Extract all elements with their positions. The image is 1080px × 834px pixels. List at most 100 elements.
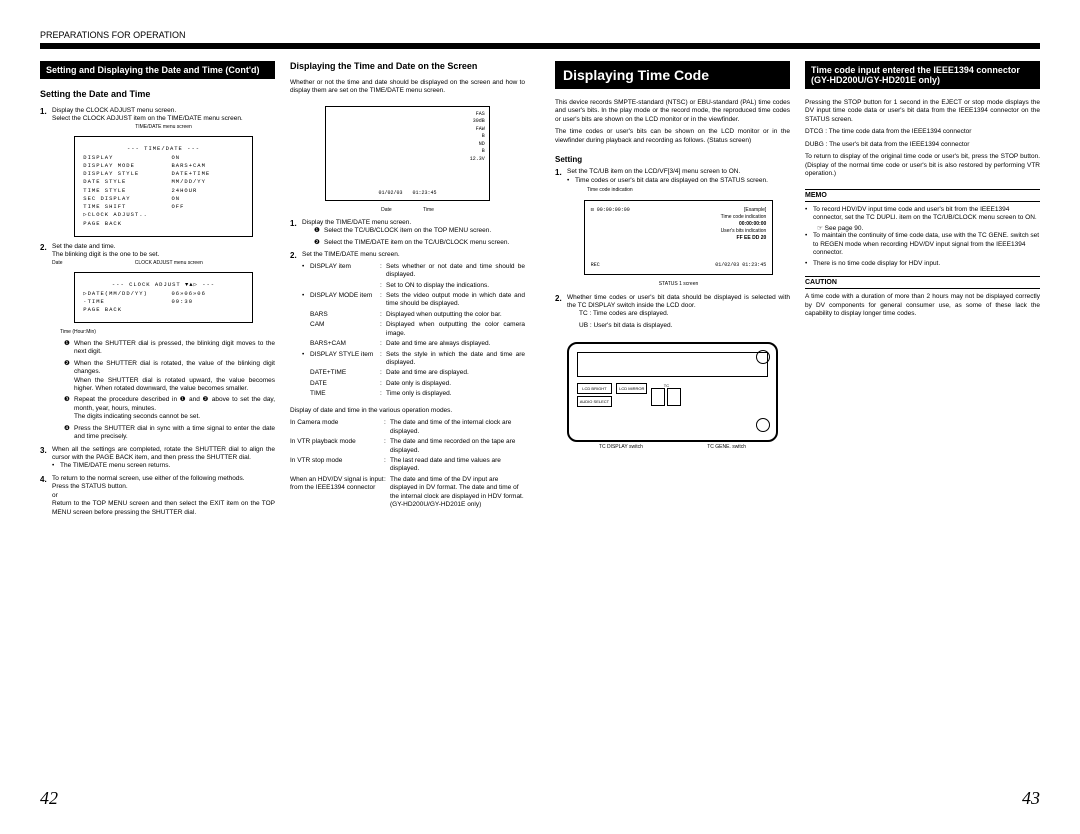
lcd-diagram: LCD BRIGHT AUDIO SELECT LCD MIRROR TC xyxy=(567,342,779,442)
memo-label: MEMO xyxy=(805,189,1040,202)
status-tc: ⊡ 00:00:00:00 xyxy=(591,207,630,242)
d3v: Displayed when outputting the color bar. xyxy=(380,311,525,319)
d2v: Sets the video output mode in which date… xyxy=(380,292,525,309)
d4v: Displayed when outputting the color came… xyxy=(380,321,525,338)
step1-text: Display the CLOCK ADJUST menu screen. xyxy=(52,107,176,114)
d8k: DATE xyxy=(302,380,380,388)
tc-step2: Whether time codes or user's bit data sh… xyxy=(555,294,790,331)
c2-step1: Display the TIME/DATE menu screen. ❶Sele… xyxy=(290,219,525,247)
lcd-controls: LCD BRIGHT AUDIO SELECT LCD MIRROR TC xyxy=(577,383,769,407)
memo-1: To record HDV/DV input time code and use… xyxy=(805,206,1040,223)
c2s1-text: Display the TIME/DATE menu screen. xyxy=(302,219,411,226)
tc-intro2: The time codes or user's bits can be sho… xyxy=(555,128,790,145)
d3k: BARS xyxy=(302,311,380,319)
m-r4k: TIME STYLE xyxy=(83,187,171,195)
status-ex: [Example] xyxy=(721,207,767,214)
m2v: The last read date and time values are d… xyxy=(384,457,525,474)
d8v: Date only is displayed. xyxy=(380,380,525,388)
left-col2: Displaying the Time and Date on the Scre… xyxy=(290,61,525,801)
d5k: BARS+CAM xyxy=(302,340,380,348)
tcs1b-text: Time codes or user's bit data are displa… xyxy=(567,177,790,185)
page-num-right: 43 xyxy=(1022,788,1040,809)
step3-text: When all the settings are completed, rot… xyxy=(52,446,275,461)
m-r1k: DISPLAY MODE xyxy=(83,162,171,170)
scr-nd: ND xyxy=(470,141,485,149)
ca-r2v: 09:30 xyxy=(172,298,244,306)
tc-row: TC : Time codes are displayed. xyxy=(567,310,790,318)
memo-2: To maintain the continuity of time code … xyxy=(805,232,1040,257)
m0k: In Camera mode xyxy=(290,419,384,436)
m-r0v: ON xyxy=(172,154,244,162)
step2b-text: The blinking digit is the one to be set. xyxy=(52,251,159,258)
lcd-arrows: TC DISPLAY switch TC GENE. switch xyxy=(567,444,779,450)
m1k: In VTR playback mode xyxy=(290,438,384,455)
m-r2v: DATE+TIME xyxy=(172,170,244,178)
status-ubv: FF EE DD 20 xyxy=(721,235,767,242)
d2k: DISPLAY MODE item xyxy=(302,292,380,309)
timedate-menu-title: TIME/DATE menu screen xyxy=(52,124,275,131)
setting-date-time-title: Setting the Date and Time xyxy=(40,89,275,99)
m2k: In VTR stop mode xyxy=(290,457,384,474)
ca-r3: PAGE BACK xyxy=(83,306,243,314)
status-ubi: User's bits indication xyxy=(721,228,767,235)
step3b-text: The TIME/DATE menu screen returns. xyxy=(52,462,275,470)
caution-label: CAUTION xyxy=(805,276,1040,289)
timedate-menu-box: --- TIME/DATE --- DISPLAYON DISPLAY MODE… xyxy=(74,136,252,237)
modes-intro: Display of date and time in the various … xyxy=(290,407,525,415)
page-spread: Setting and Displaying the Date and Time… xyxy=(40,61,1040,801)
m-r5k: SEC DISPLAY xyxy=(83,195,171,203)
lcd-bright: LCD BRIGHT xyxy=(577,383,612,394)
scr-time: 01:23:45 xyxy=(413,190,437,196)
circ-3: ❸Repeat the procedure described in ❶ and… xyxy=(64,396,275,421)
memo-see: ☞ See page 90. xyxy=(805,224,1040,232)
header-label: PREPARATIONS FOR OPERATION xyxy=(40,30,1040,40)
scr-b1: B xyxy=(470,133,485,141)
c2-step2: Set the TIME/DATE menu screen. DISPLAY i… xyxy=(290,251,525,399)
scr-date: 01/02/03 xyxy=(378,190,402,196)
step1b-text: Select the CLOCK ADJUST item on the TIME… xyxy=(52,115,243,122)
m-back: PAGE BACK xyxy=(83,220,243,228)
tcs1-text: Set the TC/UB item on the LCD/VF[3/4] me… xyxy=(567,168,740,175)
knob-bot xyxy=(756,418,770,434)
status-tci: Time code indication xyxy=(721,214,767,221)
memo-3: There is no time code display for HDV in… xyxy=(805,260,1040,268)
clockadjust-title: Date CLOCK ADJUST menu screen xyxy=(52,260,275,267)
circ3a: Repeat the procedure described in xyxy=(74,396,180,403)
section-bar-datetime: Setting and Displaying the Date and Time… xyxy=(40,61,275,79)
ieee1394-bar: Time code input entered the IEEE1394 con… xyxy=(805,61,1040,89)
ca-r2k: ·TIME xyxy=(83,298,171,306)
circ1-text: When the SHUTTER dial is pressed, the bl… xyxy=(74,340,275,355)
step-3: When all the settings are completed, rot… xyxy=(40,446,275,471)
circ-4: ❹Press the SHUTTER dial in sync with a t… xyxy=(64,425,275,442)
m3v: The date and time of the DV input are di… xyxy=(384,476,525,510)
m-r4v: 24HOUR xyxy=(172,187,244,195)
lbl-time: Time (Hour:Min) xyxy=(52,329,275,336)
knob-top xyxy=(756,350,770,366)
c2-circ2: ❷Select the TIME/DATE item on the TC/UB/… xyxy=(314,239,525,247)
tc-switch-1 xyxy=(651,388,665,406)
step2-text: Set the date and time. xyxy=(52,243,116,250)
d9v: Time only is displayed. xyxy=(380,390,525,398)
status-rec: REC xyxy=(591,262,600,269)
scr-volt: 12.3V xyxy=(470,156,485,164)
m-r3v: MM/DD/YY xyxy=(172,178,244,186)
right-col2: Time code input entered the IEEE1394 con… xyxy=(805,61,1040,801)
display-td-intro: Whether or not the time and date should … xyxy=(290,79,525,96)
lbl-date: Date xyxy=(52,260,63,267)
lcd-screen xyxy=(577,352,769,377)
tc-step1: Set the TC/UB item on the LCD/VF[3/4] me… xyxy=(555,168,790,287)
tc-switch-2 xyxy=(667,388,681,406)
m3k: When an HDV/DV signal is input from the … xyxy=(290,476,384,510)
step4-text: To return to the normal screen, use eith… xyxy=(52,475,245,482)
header-rule xyxy=(40,43,1040,49)
circ3c: The digits indicating seconds cannot be … xyxy=(74,413,200,420)
c2c2-text: Select the TIME/DATE item on the TC/UB/C… xyxy=(324,239,509,246)
tc-setting-sub: Setting xyxy=(555,155,790,164)
status-tcv: 00:00:00:00 xyxy=(721,221,767,228)
d7v: Date and time are displayed. xyxy=(380,369,525,377)
step-1: Display the CLOCK ADJUST menu screen. Se… xyxy=(40,107,275,237)
circ2-text: When the SHUTTER dial is rotated, the va… xyxy=(74,360,275,375)
ca-r1v: 06»06»06 xyxy=(172,290,244,298)
clockadjust-title-text: CLOCK ADJUST menu screen xyxy=(135,260,203,266)
status-dt: 01/02/03 01:23:45 xyxy=(715,262,766,269)
